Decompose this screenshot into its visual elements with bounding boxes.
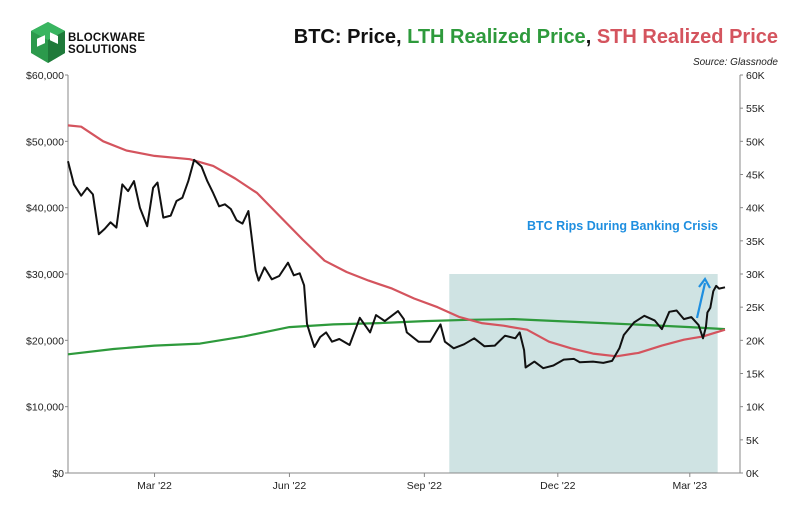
logo-line-2: SOLUTIONS (68, 44, 137, 56)
left-tick-label: $50,000 (26, 136, 64, 148)
title-lth: LTH Realized Price (407, 26, 586, 48)
x-tick-label: Sep '22 (407, 480, 442, 492)
x-tick-label: Mar '22 (137, 480, 172, 492)
right-tick-label: 30K (746, 269, 765, 281)
annotation-arrow (695, 282, 707, 319)
annotation-text: BTC Rips During Banking Crisis (527, 219, 718, 233)
title-sth: STH Realized Price (596, 26, 778, 48)
right-tick-label: 55K (746, 103, 765, 115)
blockware-logo: BLOCKWARE SOLUTIONS (28, 18, 168, 68)
series-layer (67, 124, 726, 370)
left-tick-label: $60,000 (26, 70, 64, 82)
source-note: Source: Glassnode (692, 57, 778, 68)
right-tick-label: 15K (746, 369, 765, 381)
title-sep: , (585, 26, 597, 48)
left-tick-label: $0 (52, 468, 64, 480)
annotation-arrow-head (698, 276, 711, 289)
left-tick-label: $10,000 (26, 402, 64, 414)
x-tick-label: Jun '22 (273, 480, 307, 492)
price-line (67, 158, 726, 370)
right-tick-label: 40K (746, 203, 765, 215)
x-tick-label: Mar '23 (672, 480, 707, 492)
logo-cube-icon (31, 22, 65, 63)
right-tick-label: 5K (746, 435, 759, 447)
axes-layer: $0 $10,000 $20,000 $30,000 $40,000 $50,000 $60… (26, 70, 765, 492)
right-tick-label: 10K (746, 402, 765, 414)
right-tick-label: 0K (746, 468, 759, 480)
right-tick-label: 20K (746, 335, 765, 347)
right-tick-label: 50K (746, 136, 765, 148)
right-tick-label: 25K (746, 302, 765, 314)
logo-wordmark: BLOCKWARE SOLUTIONS (68, 32, 145, 56)
sth-realized-price-line (67, 124, 726, 358)
left-tick-label: $20,000 (26, 335, 64, 347)
chart-title: BTC: Price, LTH Realized Price, STH Real… (294, 26, 778, 49)
title-price: BTC: Price, (293, 26, 408, 48)
left-tick-label: $40,000 (26, 203, 64, 215)
shaded-region (449, 274, 718, 473)
right-tick-label: 35K (746, 236, 765, 248)
lth-realized-price-line (67, 318, 726, 356)
right-tick-label: 60K (746, 70, 765, 82)
annotation-layer: BTC Rips During Banking Crisis (527, 219, 718, 319)
right-tick-label: 45K (746, 170, 765, 182)
x-tick-label: Dec '22 (540, 480, 575, 492)
shade-layer (449, 274, 718, 473)
logo-line-1: BLOCKWARE (68, 32, 146, 44)
left-tick-label: $30,000 (26, 269, 64, 281)
